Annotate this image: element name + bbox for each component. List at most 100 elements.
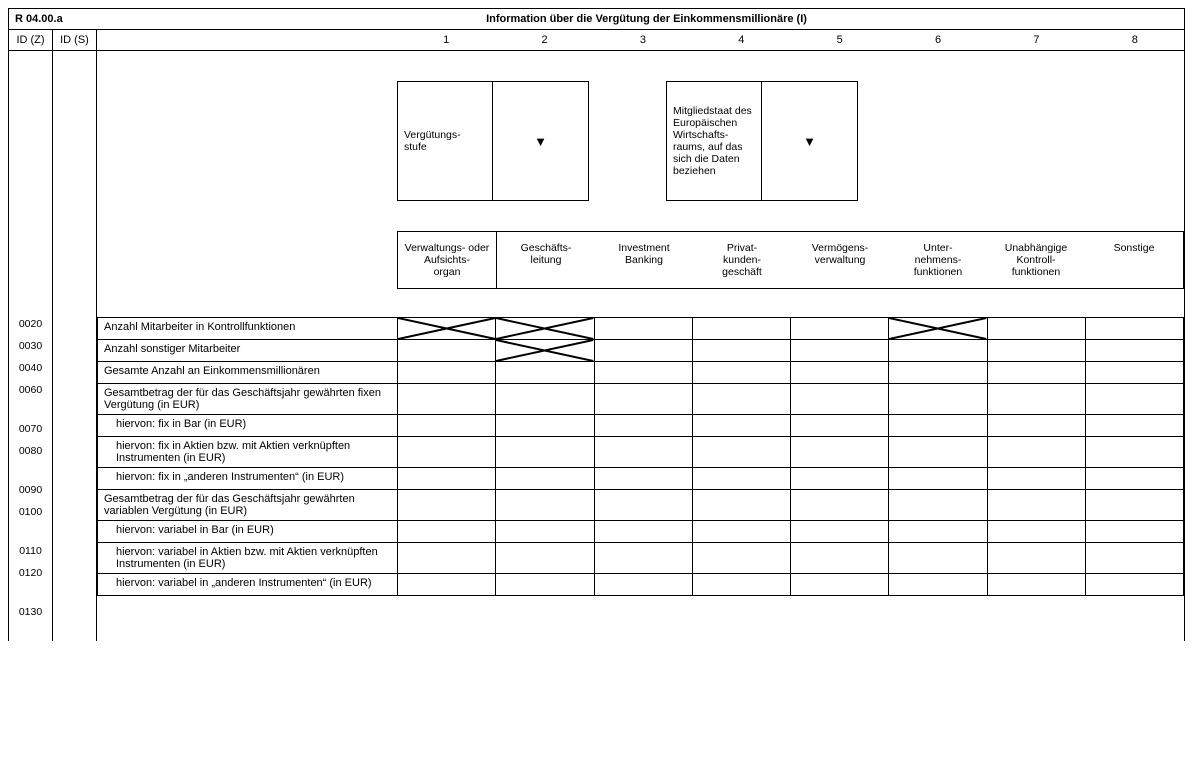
col-num-3: 3 bbox=[594, 30, 692, 50]
data-cell[interactable] bbox=[594, 415, 692, 437]
row-id: 0120 bbox=[9, 563, 52, 602]
data-cell[interactable] bbox=[692, 521, 790, 543]
data-cell[interactable] bbox=[889, 574, 987, 596]
data-cell[interactable] bbox=[1085, 415, 1183, 437]
data-cell[interactable] bbox=[692, 362, 790, 384]
data-cell[interactable] bbox=[692, 490, 790, 521]
data-cell[interactable] bbox=[1085, 362, 1183, 384]
data-cell[interactable] bbox=[889, 362, 987, 384]
data-cell[interactable] bbox=[987, 384, 1085, 415]
data-cell[interactable] bbox=[987, 437, 1085, 468]
data-cell[interactable] bbox=[987, 543, 1085, 574]
data-cell[interactable] bbox=[594, 521, 692, 543]
table-row: Gesamtbetrag der für das Geschäftsjahr g… bbox=[98, 490, 1184, 521]
data-cell[interactable] bbox=[1085, 437, 1183, 468]
data-cell[interactable] bbox=[889, 415, 987, 437]
data-cell[interactable] bbox=[1085, 318, 1183, 340]
colhead-8: Sonstige bbox=[1085, 232, 1183, 288]
data-cell[interactable] bbox=[692, 340, 790, 362]
data-cell[interactable] bbox=[987, 415, 1085, 437]
data-cell[interactable] bbox=[791, 318, 889, 340]
data-cell[interactable] bbox=[398, 521, 496, 543]
data-cell[interactable] bbox=[889, 543, 987, 574]
data-cell[interactable] bbox=[791, 521, 889, 543]
data-cell[interactable] bbox=[398, 468, 496, 490]
data-cell[interactable] bbox=[889, 521, 987, 543]
data-cell[interactable] bbox=[987, 490, 1085, 521]
data-cell[interactable] bbox=[594, 490, 692, 521]
data-cell[interactable] bbox=[1085, 521, 1183, 543]
data-cell[interactable] bbox=[496, 415, 594, 437]
data-cell[interactable] bbox=[791, 384, 889, 415]
data-cell[interactable] bbox=[692, 318, 790, 340]
data-cell[interactable] bbox=[398, 384, 496, 415]
data-cell[interactable] bbox=[791, 362, 889, 384]
data-cell[interactable] bbox=[692, 574, 790, 596]
data-cell[interactable] bbox=[987, 318, 1085, 340]
data-cell[interactable] bbox=[398, 543, 496, 574]
dropdown-mitgliedstaat[interactable]: ▼ bbox=[762, 82, 857, 200]
data-cell[interactable] bbox=[791, 437, 889, 468]
data-cell[interactable] bbox=[987, 468, 1085, 490]
data-cell[interactable] bbox=[791, 415, 889, 437]
row-id: 0020 bbox=[9, 314, 52, 336]
data-cell[interactable] bbox=[398, 490, 496, 521]
data-cell[interactable] bbox=[398, 437, 496, 468]
data-cell[interactable] bbox=[1085, 384, 1183, 415]
data-cell[interactable] bbox=[889, 468, 987, 490]
data-cell[interactable] bbox=[889, 384, 987, 415]
data-cell[interactable] bbox=[692, 468, 790, 490]
data-cell[interactable] bbox=[594, 437, 692, 468]
data-cell[interactable] bbox=[692, 384, 790, 415]
data-cell[interactable] bbox=[692, 437, 790, 468]
data-cell[interactable] bbox=[889, 437, 987, 468]
data-cell[interactable] bbox=[496, 468, 594, 490]
data-cell[interactable] bbox=[692, 415, 790, 437]
data-cell[interactable] bbox=[1085, 490, 1183, 521]
data-cell[interactable] bbox=[496, 574, 594, 596]
data-cell[interactable] bbox=[987, 340, 1085, 362]
row-id: 0130 bbox=[9, 602, 52, 641]
data-cell[interactable] bbox=[398, 362, 496, 384]
data-cell[interactable] bbox=[594, 318, 692, 340]
data-cell[interactable] bbox=[791, 468, 889, 490]
data-cell[interactable] bbox=[1085, 574, 1183, 596]
data-cell[interactable] bbox=[496, 362, 594, 384]
data-cell[interactable] bbox=[594, 362, 692, 384]
data-cell[interactable] bbox=[791, 574, 889, 596]
selector-gap bbox=[589, 81, 666, 201]
data-cell[interactable] bbox=[889, 340, 987, 362]
data-cell[interactable] bbox=[496, 543, 594, 574]
data-cell[interactable] bbox=[594, 468, 692, 490]
data-cell[interactable] bbox=[889, 490, 987, 521]
id-z-header: ID (Z) bbox=[9, 30, 53, 50]
data-cell[interactable] bbox=[1085, 340, 1183, 362]
data-cell[interactable] bbox=[987, 521, 1085, 543]
form-container: R 04.00.a Information über die Vergütung… bbox=[8, 8, 1185, 641]
col-num-5: 5 bbox=[791, 30, 889, 50]
data-cell[interactable] bbox=[594, 384, 692, 415]
col-num-1: 1 bbox=[397, 30, 495, 50]
data-cell[interactable] bbox=[987, 574, 1085, 596]
data-cell[interactable] bbox=[496, 384, 594, 415]
data-cell[interactable] bbox=[987, 362, 1085, 384]
data-cell[interactable] bbox=[496, 490, 594, 521]
data-cell[interactable] bbox=[1085, 543, 1183, 574]
row-id: 0070 bbox=[9, 419, 52, 441]
data-cell[interactable] bbox=[594, 543, 692, 574]
data-cell[interactable] bbox=[791, 490, 889, 521]
data-cell[interactable] bbox=[692, 543, 790, 574]
data-cell[interactable] bbox=[398, 340, 496, 362]
data-cell[interactable] bbox=[496, 521, 594, 543]
colhead-6: Unter- nehmens- funktionen bbox=[889, 232, 987, 288]
data-cell[interactable] bbox=[791, 543, 889, 574]
selector-label-2: Mitgliedstaat des Europäischen Wirtschaf… bbox=[667, 82, 762, 200]
data-cell[interactable] bbox=[496, 437, 594, 468]
data-cell[interactable] bbox=[398, 415, 496, 437]
data-cell[interactable] bbox=[1085, 468, 1183, 490]
data-cell[interactable] bbox=[791, 340, 889, 362]
dropdown-verguetungsstufe[interactable]: ▼ bbox=[493, 82, 588, 200]
data-cell[interactable] bbox=[594, 340, 692, 362]
data-cell[interactable] bbox=[398, 574, 496, 596]
data-cell[interactable] bbox=[594, 574, 692, 596]
